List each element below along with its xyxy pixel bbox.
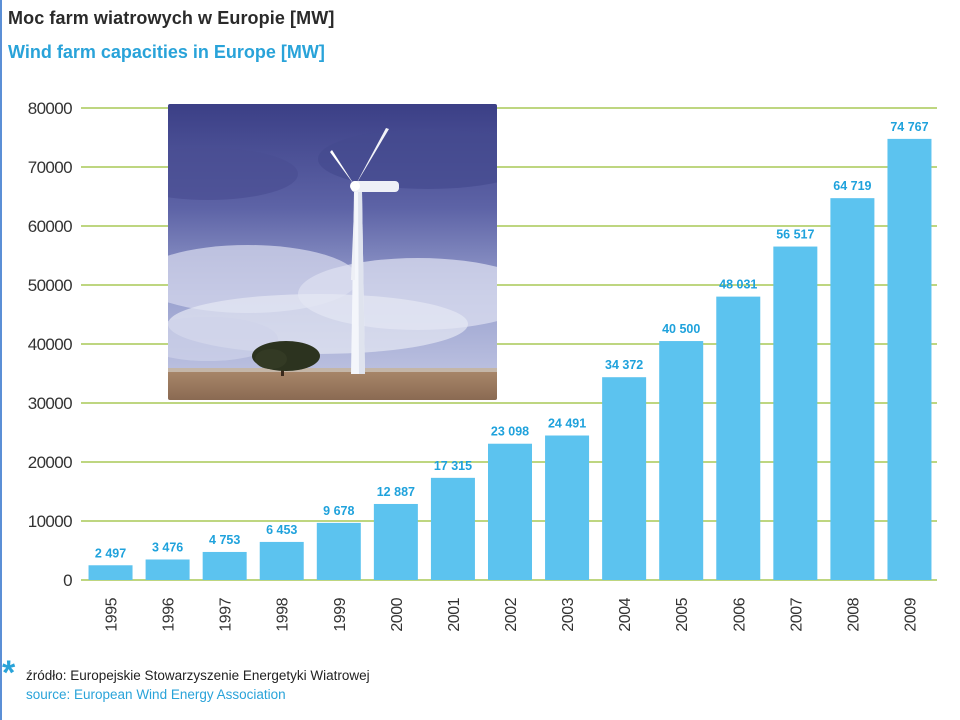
y-tick-label: 20000	[28, 453, 72, 472]
value-label-1995: 2 497	[95, 546, 126, 560]
x-tick-label-2006: 2006	[731, 597, 748, 631]
bar-1997	[202, 551, 247, 580]
value-label-2002: 23 098	[491, 425, 529, 439]
bar-2008	[830, 198, 875, 580]
source-note-en: source: European Wind Energy Association	[26, 687, 286, 702]
value-label-2004: 34 372	[605, 358, 643, 372]
x-tick-label-1997: 1997	[218, 597, 235, 631]
x-tick-label-1998: 1998	[275, 597, 292, 631]
y-tick-label: 40000	[28, 335, 72, 354]
bar-1995	[88, 565, 133, 580]
x-tick-label-2004: 2004	[617, 597, 634, 631]
value-label-2003: 24 491	[548, 417, 586, 431]
y-tick-label: 70000	[28, 158, 72, 177]
bar-1996	[145, 559, 190, 580]
bar-2006	[716, 296, 761, 580]
value-label-1998: 6 453	[266, 523, 297, 537]
x-tick-label-2005: 2005	[674, 597, 691, 631]
value-label-1997: 4 753	[209, 533, 240, 547]
x-tick-label-1999: 1999	[332, 597, 349, 631]
x-tick-label-2007: 2007	[788, 597, 805, 631]
x-tick-label-2000: 2000	[389, 597, 406, 631]
bar-2007	[773, 246, 818, 581]
x-tick-label-2003: 2003	[560, 597, 577, 631]
bar-2009	[887, 138, 932, 580]
x-tick-label-2008: 2008	[845, 597, 862, 631]
source-marker: *	[2, 654, 16, 692]
bar-2005	[659, 341, 704, 580]
value-label-2006: 48 031	[719, 278, 757, 292]
bar-2000	[373, 503, 418, 580]
wind-turbine-photo	[168, 104, 497, 400]
y-tick-label: 60000	[28, 217, 72, 236]
value-label-1999: 9 678	[323, 504, 354, 518]
source-note-pl: źródło: Europejskie Stowarzyszenie Energ…	[26, 668, 370, 683]
value-label-2005: 40 500	[662, 322, 700, 336]
value-label-2008: 64 719	[833, 179, 871, 193]
x-tick-label-2001: 2001	[446, 597, 463, 631]
value-label-1996: 3 476	[152, 540, 183, 554]
bar-2004	[602, 377, 647, 580]
x-tick-label-1996: 1996	[161, 597, 178, 631]
left-edge-rule	[0, 0, 2, 720]
y-tick-label: 50000	[28, 276, 72, 295]
value-label-2000: 12 887	[377, 485, 415, 499]
y-tick-label: 80000	[28, 99, 72, 118]
bar-chart: 2 497 3 476 4 753 6 453 9 678 12 887 17 315 23 …	[28, 99, 937, 632]
y-tick-label: 30000	[28, 394, 72, 413]
chart-title: Moc farm wiatrowych w Europie [MW]	[8, 8, 335, 28]
x-tick-label-1995: 1995	[104, 597, 121, 631]
bar-2002	[488, 443, 532, 580]
value-label-2007: 56 517	[776, 228, 814, 242]
bar-2001	[430, 477, 475, 580]
chart-subtitle: Wind farm capacities in Europe [MW]	[8, 42, 325, 62]
bar-2003	[545, 435, 590, 580]
value-label-2001: 17 315	[434, 459, 472, 473]
y-tick-label: 10000	[28, 512, 72, 531]
value-label-2009: 74 767	[890, 120, 928, 134]
x-tick-label-2002: 2002	[503, 597, 520, 631]
bar-1999	[316, 522, 361, 580]
x-tick-label-2009: 2009	[902, 597, 919, 631]
y-tick-label: 0	[63, 571, 72, 590]
bar-1998	[259, 541, 304, 580]
